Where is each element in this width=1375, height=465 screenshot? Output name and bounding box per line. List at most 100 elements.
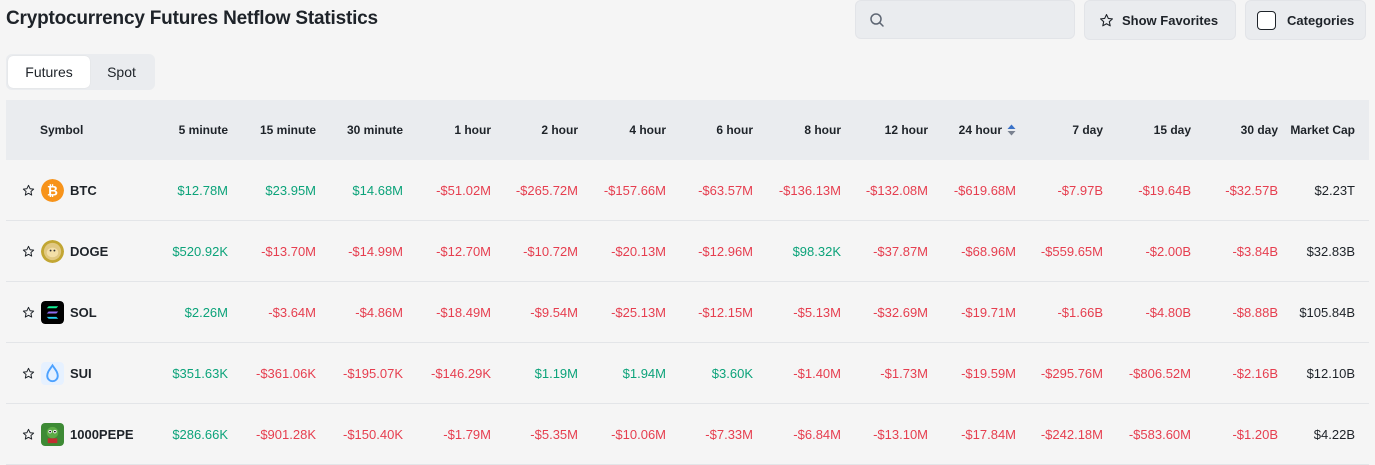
favorite-star-icon[interactable] bbox=[22, 184, 35, 197]
netflow-table: Symbol 5 minute 15 minute 30 minute 1 hour 2… bbox=[6, 100, 1369, 465]
search-input[interactable] bbox=[855, 0, 1075, 39]
column-header-30-minute[interactable]: 30 minute bbox=[347, 100, 403, 160]
column-header-label: 8 hour bbox=[804, 123, 841, 137]
netflow-value: -$9.54M bbox=[530, 304, 578, 320]
netflow-value: $520.92K bbox=[172, 243, 228, 259]
netflow-value: $2.26M bbox=[184, 304, 228, 320]
column-header-label: 15 day bbox=[1153, 123, 1191, 137]
netflow-value: -$37.87M bbox=[873, 243, 928, 259]
tab-spot[interactable]: Spot bbox=[107, 64, 136, 80]
column-header-2-hour[interactable]: 2 hour bbox=[541, 100, 578, 160]
categories-checkbox[interactable] bbox=[1257, 10, 1276, 30]
netflow-value: $286.66K bbox=[172, 426, 228, 442]
netflow-value: -$5.13M bbox=[793, 304, 841, 320]
favorite-star-icon[interactable] bbox=[22, 428, 35, 441]
netflow-value: -$19.59M bbox=[961, 365, 1016, 381]
netflow-value: -$2.16B bbox=[1232, 365, 1278, 381]
tab-futures[interactable]: Futures bbox=[8, 56, 90, 88]
column-header-4-hour[interactable]: 4 hour bbox=[629, 100, 666, 160]
table-row[interactable]: SUI $351.63K -$361.06K -$195.07K -$146.29K $1… bbox=[6, 343, 1369, 404]
sort-icon[interactable] bbox=[1007, 124, 1016, 136]
column-header-label: 7 day bbox=[1072, 123, 1103, 137]
show-favorites-button[interactable]: Show Favorites bbox=[1084, 0, 1236, 40]
netflow-value: -$12.70M bbox=[436, 243, 491, 259]
netflow-value: -$10.72M bbox=[523, 243, 578, 259]
column-header-15-minute[interactable]: 15 minute bbox=[260, 100, 316, 160]
column-header-label: 2 hour bbox=[541, 123, 578, 137]
sui-coin-icon bbox=[41, 361, 64, 385]
netflow-value: -$10.06M bbox=[611, 426, 666, 442]
column-header-15-day[interactable]: 15 day bbox=[1154, 100, 1191, 160]
table-row[interactable]: DOGE $520.92K -$13.70M -$14.99M -$12.70M -$10… bbox=[6, 221, 1369, 282]
column-header-7-day[interactable]: 7 day bbox=[1072, 100, 1103, 160]
netflow-value: -$4.80B bbox=[1145, 304, 1191, 320]
doge-coin-icon bbox=[41, 239, 64, 263]
table-row[interactable]: ₿ BTC $12.78M $23.95M $14.68M -$51.02M -$265.7… bbox=[6, 160, 1369, 221]
netflow-value: $14.68M bbox=[352, 182, 403, 198]
column-header-5-minute[interactable]: 5 minute bbox=[179, 100, 228, 160]
column-header-30-day[interactable]: 30 day bbox=[1241, 100, 1278, 160]
table-header-row: Symbol 5 minute 15 minute 30 minute 1 hour 2… bbox=[6, 100, 1369, 160]
netflow-value: -$1.40M bbox=[793, 365, 841, 381]
column-header-8-hour[interactable]: 8 hour bbox=[804, 100, 841, 160]
netflow-value: -$32.69M bbox=[873, 304, 928, 320]
favorite-star-icon[interactable] bbox=[22, 245, 35, 258]
table-row[interactable]: 1000PEPE $286.66K -$901.28K -$150.40K -$1.79… bbox=[6, 404, 1369, 465]
netflow-value: -$51.02M bbox=[436, 182, 491, 198]
market-cap-value: $2.23T bbox=[1314, 182, 1355, 198]
market-cap-value: $105.84B bbox=[1299, 304, 1355, 320]
market-cap-value: $32.83B bbox=[1306, 243, 1355, 259]
netflow-value: -$20.13M bbox=[611, 243, 666, 259]
netflow-value: -$242.18M bbox=[1040, 426, 1103, 442]
column-header-24-hour[interactable]: 24 hour bbox=[959, 100, 1016, 160]
symbol-name[interactable]: DOGE bbox=[70, 243, 109, 259]
column-header-12-hour[interactable]: 12 hour bbox=[885, 100, 928, 160]
symbol-name[interactable]: SUI bbox=[70, 365, 92, 381]
symbol-name[interactable]: SOL bbox=[70, 304, 97, 320]
column-header-symbol[interactable]: Symbol bbox=[40, 123, 84, 137]
column-header-label: 4 hour bbox=[629, 123, 666, 137]
netflow-value: -$1.73M bbox=[880, 365, 928, 381]
netflow-value: -$559.65M bbox=[1040, 243, 1103, 259]
netflow-value: $3.60K bbox=[711, 365, 753, 381]
symbol-cell: 1000PEPE bbox=[22, 404, 134, 464]
netflow-value: -$6.84M bbox=[793, 426, 841, 442]
netflow-value: -$901.28K bbox=[256, 426, 316, 442]
netflow-value: -$295.76M bbox=[1040, 365, 1103, 381]
column-header-1-hour[interactable]: 1 hour bbox=[454, 100, 491, 160]
market-cap-value: $4.22B bbox=[1313, 426, 1355, 442]
favorite-star-icon[interactable] bbox=[22, 367, 35, 380]
column-header-6-hour[interactable]: 6 hour bbox=[716, 100, 753, 160]
netflow-value: -$136.13M bbox=[778, 182, 841, 198]
table-row[interactable]: SOL $2.26M -$3.64M -$4.86M -$18.49M -$9.54M -$… bbox=[6, 282, 1369, 343]
symbol-cell: DOGE bbox=[22, 221, 108, 281]
symbol-cell: ₿ BTC bbox=[22, 160, 97, 220]
netflow-value: -$2.00B bbox=[1145, 243, 1191, 259]
netflow-value: $1.94M bbox=[622, 365, 666, 381]
symbol-name[interactable]: 1000PEPE bbox=[70, 426, 134, 442]
netflow-value: -$25.13M bbox=[611, 304, 666, 320]
netflow-value: -$5.35M bbox=[530, 426, 578, 442]
symbol-name[interactable]: BTC bbox=[70, 182, 97, 198]
netflow-value: -$19.64B bbox=[1138, 182, 1191, 198]
netflow-value: -$12.96M bbox=[698, 243, 753, 259]
netflow-value: $12.78M bbox=[177, 182, 228, 198]
netflow-value: -$63.57M bbox=[698, 182, 753, 198]
column-header-label: 6 hour bbox=[716, 123, 753, 137]
netflow-value: -$1.79M bbox=[443, 426, 491, 442]
favorite-star-icon[interactable] bbox=[22, 306, 35, 319]
netflow-value: -$8.88B bbox=[1232, 304, 1278, 320]
netflow-value: -$7.97B bbox=[1057, 182, 1103, 198]
column-header-market-cap[interactable]: Market Cap bbox=[1290, 123, 1355, 137]
symbol-cell: SOL bbox=[22, 282, 97, 342]
netflow-value: -$13.70M bbox=[261, 243, 316, 259]
netflow-value: -$32.57B bbox=[1225, 182, 1278, 198]
categories-button[interactable]: Categories bbox=[1245, 0, 1366, 40]
netflow-value: -$3.64M bbox=[268, 304, 316, 320]
netflow-value: -$7.33M bbox=[705, 426, 753, 442]
categories-label: Categories bbox=[1287, 12, 1355, 28]
column-header-label: 30 day bbox=[1240, 123, 1278, 137]
page-title: Cryptocurrency Futures Netflow Statistic… bbox=[6, 8, 378, 29]
column-header-label: 30 minute bbox=[346, 123, 403, 137]
netflow-value: $98.32K bbox=[792, 243, 841, 259]
